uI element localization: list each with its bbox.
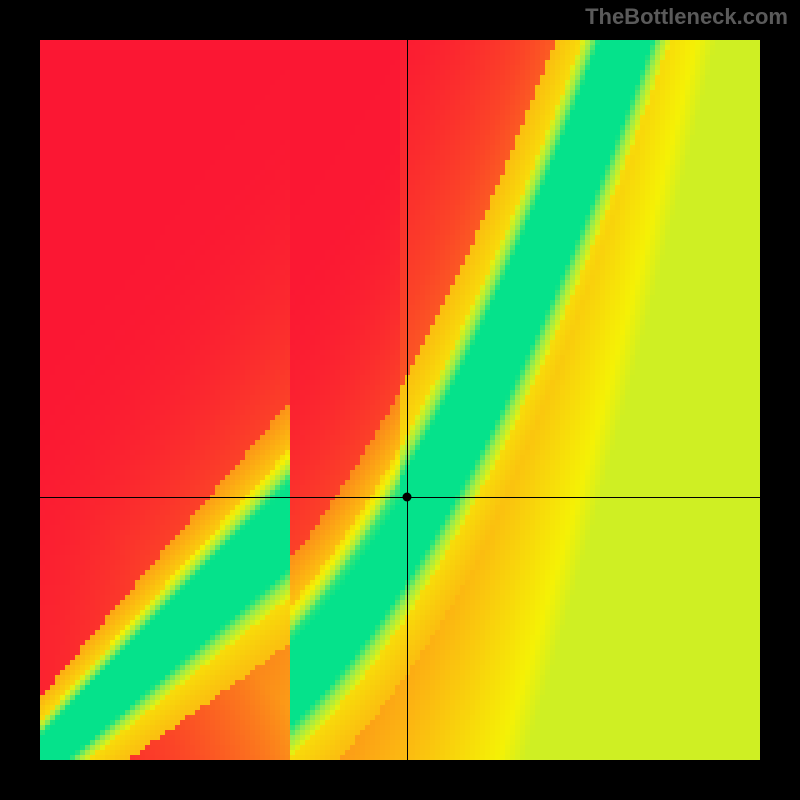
bottleneck-heatmap (40, 40, 760, 760)
crosshair-vertical (407, 40, 408, 760)
crosshair-horizontal (40, 497, 760, 498)
crosshair-marker (403, 493, 412, 502)
watermark-text: TheBottleneck.com (585, 4, 788, 30)
chart-container: TheBottleneck.com (0, 0, 800, 800)
